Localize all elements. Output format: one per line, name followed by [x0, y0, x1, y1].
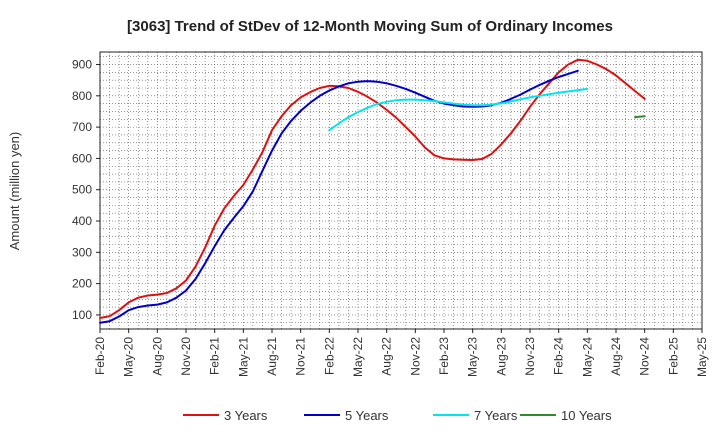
legend-label: 10 Years [561, 408, 612, 423]
legend: 3 Years 5 Years 7 Years 10 Years [183, 408, 612, 423]
x-tick-label: Aug-24 [609, 337, 623, 376]
plot-area-border [99, 51, 703, 330]
y-tick-label: 900 [72, 58, 92, 72]
x-tick-label: Nov-24 [638, 337, 652, 376]
x-tick-label: May-25 [695, 337, 709, 377]
x-tick-label: Feb-22 [322, 337, 336, 375]
y-tick-label: 200 [72, 277, 92, 291]
y-tick-label: 700 [72, 120, 92, 134]
legend-label: 3 Years [224, 408, 268, 423]
y-tick-label: 100 [72, 308, 92, 322]
x-tick-label: May-21 [236, 337, 250, 377]
x-tick-label: Aug-22 [380, 337, 394, 376]
x-tick-label: Feb-23 [437, 337, 451, 375]
y-tick-label: 600 [72, 151, 92, 165]
series-line-10-years [634, 115, 646, 119]
x-tick-label: Feb-20 [93, 337, 107, 375]
x-tick-label: Nov-22 [408, 337, 422, 376]
chart-title: [3063] Trend of StDev of 12-Month Moving… [127, 18, 613, 35]
series-line-7-years [328, 87, 589, 132]
x-tick-label: May-22 [351, 337, 365, 377]
y-axis-label: Amount (million yen) [7, 132, 22, 251]
x-tick-label: Nov-23 [523, 337, 537, 376]
x-tick-label: Nov-20 [179, 337, 193, 376]
y-tick-label: 800 [72, 89, 92, 103]
x-tick-label: Nov-21 [294, 337, 308, 376]
x-tick-label: Feb-21 [208, 337, 222, 375]
x-tick-label: May-24 [580, 337, 594, 377]
y-axis-ticks: 100 200 300 400 500 600 700 800 900 [72, 58, 100, 322]
x-tick-label: Aug-23 [494, 337, 508, 376]
x-tick-label: Feb-25 [666, 337, 680, 375]
legend-label: 7 Years [474, 408, 518, 423]
series-lines [99, 58, 646, 324]
x-tick-label: Aug-21 [265, 337, 279, 376]
y-tick-label: 500 [72, 183, 92, 197]
x-tick-label: May-20 [122, 337, 136, 377]
grid [100, 52, 702, 329]
y-tick-label: 400 [72, 214, 92, 228]
legend-label: 5 Years [345, 408, 389, 423]
series-line-3-years [99, 58, 646, 319]
x-tick-label: May-23 [466, 337, 480, 377]
y-tick-label: 300 [72, 245, 92, 259]
x-axis-ticks: Feb-20 May-20 Aug-20 Nov-20 Feb-21 May-21 Aug-… [93, 329, 709, 377]
x-tick-label: Feb-24 [552, 337, 566, 375]
x-tick-label: Aug-20 [150, 337, 164, 376]
